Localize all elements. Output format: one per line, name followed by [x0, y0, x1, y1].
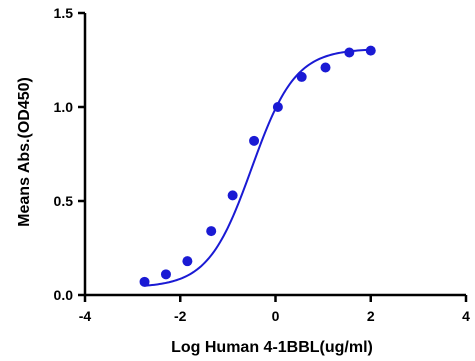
data-point: [296, 71, 307, 82]
data-points: [139, 45, 376, 287]
y-tick-label: 0.5: [54, 193, 74, 209]
y-axis-title: Means Abs.(OD450): [16, 77, 33, 227]
data-point: [249, 135, 260, 146]
plot-area: 0.0 0.5 1.0 1.5 -4 -2 0 2 4: [54, 5, 471, 324]
data-point: [182, 256, 193, 267]
data-point: [365, 45, 376, 56]
fit-curve: [144, 48, 371, 287]
y-tick-label: 1.0: [54, 99, 74, 115]
data-point: [344, 47, 355, 58]
y-tick-label: 1.5: [54, 5, 74, 21]
data-point: [320, 62, 331, 73]
data-point: [139, 276, 150, 287]
x-tick-label: -2: [174, 308, 187, 324]
x-axis-title: Log Human 4-1BBL(ug/ml): [171, 339, 373, 356]
x-ticks: -4 -2 0 2 4: [79, 295, 470, 324]
x-tick-label: -4: [79, 308, 92, 324]
y-ticks: 0.0 0.5 1.0 1.5: [54, 5, 85, 303]
y-tick-label: 0.0: [54, 287, 74, 303]
data-point: [272, 102, 283, 112]
x-tick-label: 4: [462, 308, 470, 324]
x-tick-label: 0: [272, 308, 280, 324]
x-tick-label: 2: [367, 308, 375, 324]
data-point: [206, 226, 217, 237]
data-point: [227, 190, 238, 201]
data-point: [160, 269, 171, 280]
